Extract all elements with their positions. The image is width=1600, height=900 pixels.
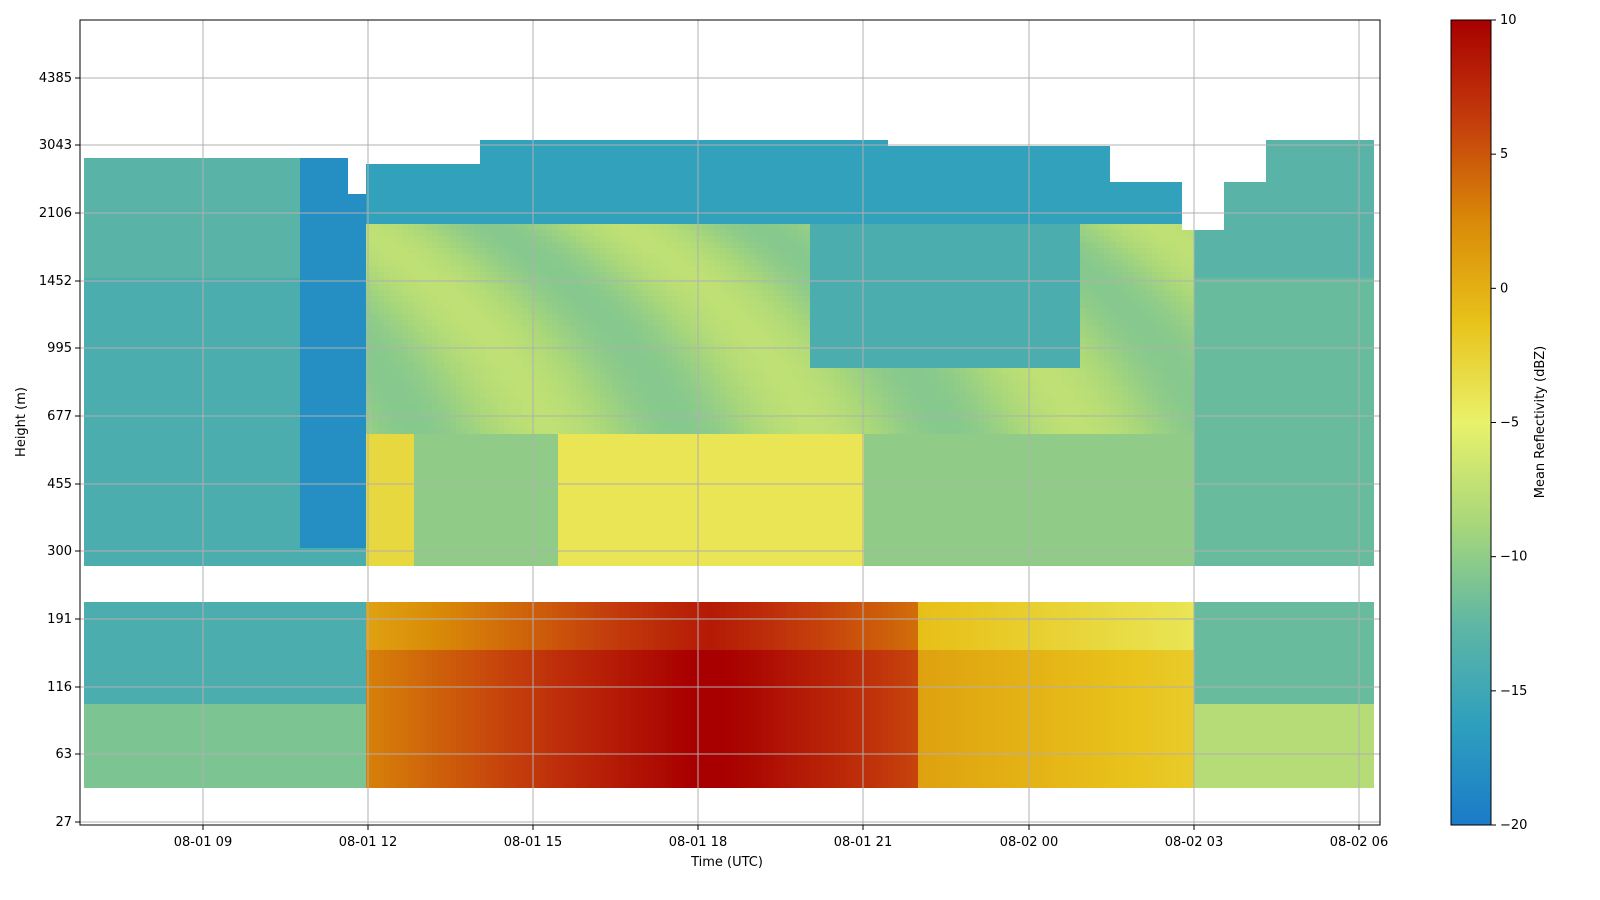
y-axis-title: Height (m) — [14, 387, 29, 457]
y-tick-label: 191 — [47, 612, 72, 627]
y-tick-label: 27 — [55, 815, 72, 830]
heatmap-cells — [84, 140, 1374, 788]
x-tick-label: 08-02 00 — [1000, 835, 1058, 850]
y-tick-label: 300 — [47, 544, 72, 559]
colorbar-tick-label: −5 — [1500, 416, 1519, 431]
y-tick-label: 2106 — [39, 206, 72, 221]
x-tick-label: 08-01 15 — [504, 835, 562, 850]
colorbar-tick-label: 0 — [1500, 281, 1508, 296]
y-tick-label: 677 — [47, 409, 72, 424]
colorbar-tick-label: −20 — [1500, 818, 1527, 833]
y-tick-label: 1452 — [39, 274, 72, 289]
colorbar-tick-label: 10 — [1500, 13, 1517, 28]
x-tick-label: 08-02 06 — [1330, 835, 1388, 850]
colorbar-tick-label: −15 — [1500, 684, 1527, 699]
y-tick-label: 116 — [47, 680, 72, 695]
x-tick-label: 08-01 09 — [174, 835, 232, 850]
colorbar-title: Mean Reflectivity (dBZ) — [1533, 346, 1548, 499]
x-axis-title: Time (UTC) — [690, 855, 763, 870]
y-tick-label: 3043 — [39, 138, 72, 153]
y-tick-label: 995 — [47, 341, 72, 356]
y-axis: 27 63 116 191 300 455 677 995 1452 2106 3043 4385 — [39, 71, 80, 830]
x-tick-label: 08-01 21 — [834, 835, 892, 850]
x-tick-label: 08-01 12 — [339, 835, 397, 850]
x-tick-label: 08-02 03 — [1165, 835, 1223, 850]
plot-frame — [79, 19, 1381, 826]
grid-lines — [80, 20, 1380, 825]
y-tick-label: 63 — [55, 747, 72, 762]
x-axis: 08-01 09 08-01 12 08-01 15 08-01 18 08-01 21… — [174, 825, 1388, 850]
y-tick-label: 455 — [47, 477, 72, 492]
y-tick-label: 4385 — [39, 71, 72, 86]
colorbar — [1450, 19, 1492, 826]
colorbar-ticks: 10 5 0 −5 −10 −15 −20 — [1491, 13, 1527, 833]
colorbar-tick-label: 5 — [1500, 147, 1508, 162]
colorbar-tick-label: −10 — [1500, 550, 1527, 565]
x-tick-label: 08-01 18 — [669, 835, 727, 850]
